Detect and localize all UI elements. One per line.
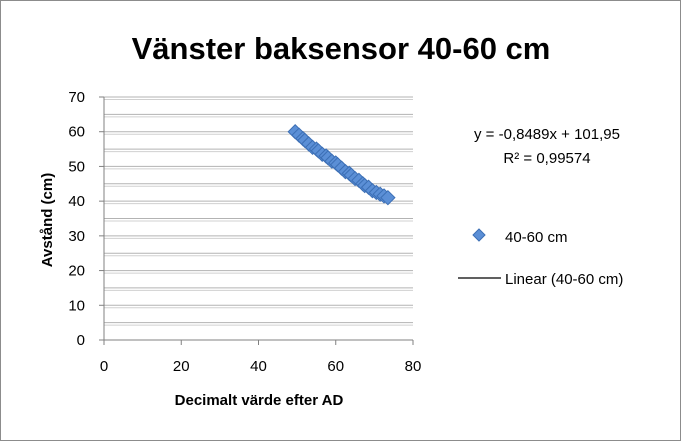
- y-axis-title: Avstånd (cm): [39, 173, 56, 267]
- x-tick-label: 60: [327, 358, 344, 375]
- x-axis-title: Decimalt värde efter AD: [175, 392, 344, 409]
- axes: 0 10 20 30 40 50 60 70 0 20 40 60 80: [68, 89, 421, 375]
- y-tick-label: 30: [68, 228, 85, 245]
- grid: [104, 96, 413, 326]
- y-tick-label: 60: [68, 124, 85, 141]
- legend-label-series: 40-60 cm: [505, 229, 568, 246]
- x-tick-label: 20: [173, 358, 190, 375]
- x-tick-label: 0: [100, 358, 108, 375]
- y-tick-label: 20: [68, 263, 85, 280]
- y-tick-label: 40: [68, 193, 85, 210]
- y-tick-label: 70: [68, 89, 85, 106]
- data-point: [380, 189, 396, 206]
- trendline-r2: R² = 0,99574: [503, 150, 590, 167]
- legend-label-trendline: Linear (40-60 cm): [505, 271, 623, 288]
- legend-marker-diamond: [472, 228, 486, 242]
- chart-title: Vänster baksensor 40-60 cm: [132, 31, 551, 66]
- x-tick-label: 40: [250, 358, 267, 375]
- trendline-equation: y = -0,8489x + 101,95: [474, 126, 620, 143]
- x-tick-label: 80: [405, 358, 422, 375]
- y-tick-label: 0: [77, 332, 85, 349]
- data-points: [287, 124, 396, 206]
- y-tick-label: 10: [68, 297, 85, 314]
- legend: 40-60 cm Linear (40-60 cm): [458, 228, 623, 288]
- y-tick-label: 50: [68, 158, 85, 175]
